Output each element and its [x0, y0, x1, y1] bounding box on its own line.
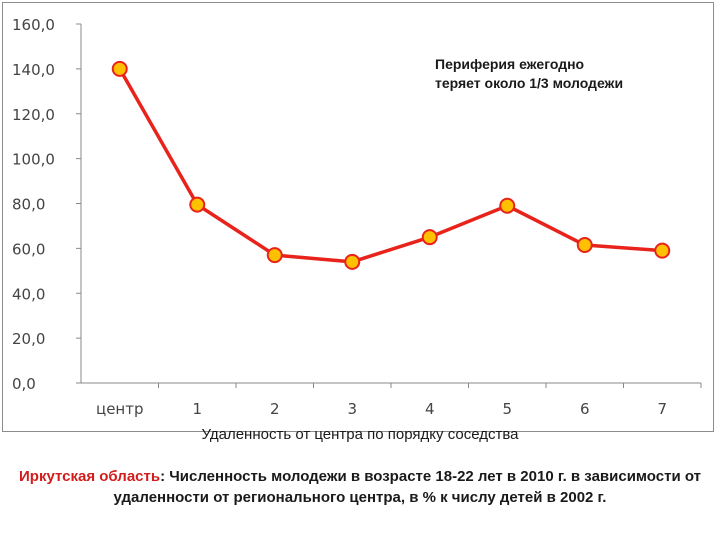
- y-tick-label: 0,0: [12, 375, 36, 393]
- annotation-line: Периферия ежегодно: [435, 56, 584, 72]
- data-point: [654, 242, 671, 259]
- line-chart: 0,0 20,0 40,0 60,0 80,0 100,0 120,0 140,0 1 6 0,0 …: [12, 16, 702, 418]
- chart-frame: 0,0 20,0 40,0 60,0 80,0 100,0 120,0 140,0 1 6 0,0 …: [2, 2, 714, 432]
- x-tick-label: 1: [192, 400, 202, 418]
- x-axis: центр 1 2 3 4 5 6 7: [81, 382, 702, 418]
- x-axis-title: Удаленность от центра по порядку соседст…: [201, 426, 519, 443]
- data-point: [499, 197, 516, 214]
- series-line: [118, 68, 663, 264]
- x-tick-label: 7: [657, 400, 667, 418]
- data-point: [189, 196, 206, 213]
- series: [111, 60, 671, 270]
- annotation: Периферия ежегодно теряет около 1/3 молод…: [435, 56, 623, 91]
- x-tick-label: 4: [425, 400, 435, 418]
- y-tick-label: 60,0: [12, 240, 45, 258]
- data-point: [111, 60, 128, 77]
- y-tick-label: 80,0: [12, 196, 45, 214]
- y-tick-label: 100,0: [12, 151, 55, 169]
- y-tick-label: 140,0: [12, 61, 55, 79]
- x-tick-label: 5: [502, 400, 512, 418]
- caption: Иркутская область: Численность молодежи …: [10, 466, 710, 508]
- x-tick-label: 2: [270, 400, 280, 418]
- caption-region: Иркутская область: [19, 468, 161, 485]
- x-tick-label: 3: [347, 400, 357, 418]
- data-point: [344, 253, 361, 270]
- x-tick-label: 6: [580, 400, 590, 418]
- data-point: [576, 237, 593, 254]
- y-tick-label: 20,0: [12, 330, 45, 348]
- y-tick-label: 40,0: [12, 285, 45, 303]
- y-tick-label: 160,0: [12, 16, 55, 34]
- y-tick-label: 120,0: [12, 106, 55, 124]
- data-point: [266, 247, 283, 264]
- annotation-line: теряет около 1/3 молодежи: [435, 75, 623, 91]
- caption-text: : Численность молодежи в возрасте 18-22 …: [113, 468, 701, 506]
- data-point: [421, 229, 438, 246]
- y-axis: 0,0 20,0 40,0 60,0 80,0 100,0 120,0 140,0 160,0: [12, 16, 82, 393]
- x-tick-label: центр: [96, 400, 144, 418]
